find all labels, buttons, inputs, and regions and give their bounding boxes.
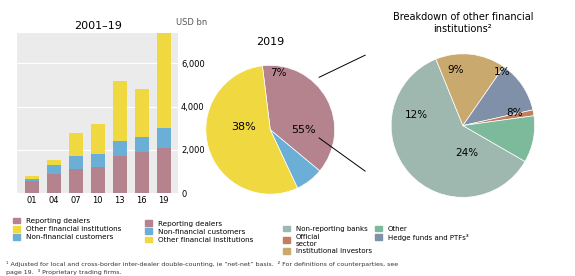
Bar [113,156,127,193]
Legend: Reporting dealers, Non-financial customers, Other financial institutions: Reporting dealers, Non-financial custome… [145,220,254,243]
Text: 38%: 38% [231,121,255,131]
Bar [135,89,149,137]
Wedge shape [391,59,525,197]
Title: 2019: 2019 [256,37,285,47]
Bar [113,81,127,141]
Bar [156,29,171,128]
Legend: Reporting dealers, Other financial institutions, Non-financial customers: Reporting dealers, Other financial insti… [13,217,121,240]
Bar [47,160,61,165]
Bar [91,154,105,167]
Text: USD bn: USD bn [176,18,207,27]
Text: 7%: 7% [270,68,286,78]
Bar [113,141,127,156]
Wedge shape [463,110,534,126]
Wedge shape [463,116,535,161]
Wedge shape [262,65,335,171]
Text: 24%: 24% [455,148,478,158]
Wedge shape [206,66,297,194]
Bar [156,148,171,193]
Bar [135,152,149,193]
Bar [47,174,61,193]
Title: 2001–19: 2001–19 [74,21,122,31]
Text: 9%: 9% [447,65,464,75]
Bar [68,156,83,169]
Bar [25,181,39,193]
Text: 55%: 55% [292,125,316,135]
Legend: Non-reporting banks, Official
sector, Institutional investors, Other, Hedge fund: Non-reporting banks, Official sector, In… [283,226,469,254]
Bar [68,133,83,156]
Wedge shape [270,130,320,188]
Bar [68,169,83,193]
Bar [47,165,61,174]
Text: 12%: 12% [405,110,428,120]
Wedge shape [463,67,533,126]
Bar [91,124,105,154]
Text: 1%: 1% [494,67,511,77]
Bar [135,137,149,152]
Bar [25,179,39,181]
Text: ¹ Adjusted for local and cross-border inter-dealer double-counting, ie “net-net”: ¹ Adjusted for local and cross-border in… [6,261,398,275]
Bar [156,128,171,148]
Bar [91,167,105,193]
Title: Breakdown of other financial
institutions²: Breakdown of other financial institution… [393,12,533,34]
Wedge shape [436,54,504,126]
Bar [25,176,39,179]
Text: 8%: 8% [507,108,523,118]
